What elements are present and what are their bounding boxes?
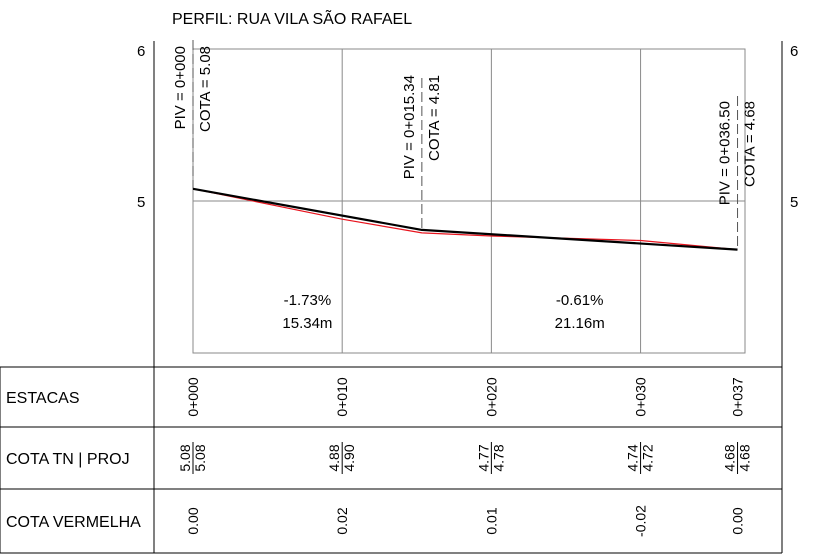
grade-slope-label: -1.73% (284, 292, 332, 309)
y-tick-5-right: 5 (790, 194, 798, 211)
estaca-value: 0+020 (483, 377, 499, 417)
row-label-cota-tn-proj: COTA TN | PROJ (6, 451, 130, 468)
cota-vermelha-value: 0.02 (334, 507, 350, 534)
y-tick-6-left: 6 (137, 43, 145, 60)
cota-tn-value: 4.88 (326, 444, 342, 471)
estaca-value: 0+037 (730, 377, 746, 417)
y-tick-6-right: 6 (790, 43, 798, 60)
cota-tn-value: 5.08 (177, 444, 193, 471)
profile-title: PERFIL: RUA VILA SÃO RAFAEL (172, 8, 412, 28)
plot-grid (192, 48, 746, 354)
profile-lines (192, 187, 738, 251)
piv-cota-label: COTA = 4.68 (742, 101, 759, 187)
piv-cota-label: COTA = 4.81 (426, 75, 443, 161)
cota-vermelha-value: 0.00 (185, 507, 201, 534)
cota-proj-value: 4.90 (341, 444, 357, 471)
piv-station-label: PIV = 0+015.34 (401, 75, 418, 179)
series-terreno (192, 188, 738, 251)
piv-markers: PIV = 0+000 COTA = 5.08 PIV = 0+015.34 COTA… (172, 40, 759, 250)
estaca-value: 0+010 (334, 377, 350, 417)
cota-vermelha-value: 0.01 (483, 507, 499, 534)
piv-station-label: PIV = 0+036.50 (717, 101, 734, 205)
cota-proj-value: 4.78 (490, 444, 506, 471)
piv-station-label: PIV = 0+000 (172, 46, 189, 129)
grade-labels: -1.73% 15.34m -0.61% 21.16m (282, 292, 604, 332)
series-projeto (192, 187, 738, 251)
row-label-cota-vermelha: COTA VERMELHA (6, 514, 141, 531)
grade-length-label: 21.16m (555, 315, 605, 332)
grade-slope-label: -0.61% (556, 292, 604, 309)
cota-tn-value: 4.77 (475, 444, 491, 471)
cota-vermelha-value: -0.02 (633, 505, 649, 537)
cota-tn-value: 4.74 (625, 444, 641, 471)
piv-cota-label: COTA = 5.08 (197, 46, 214, 132)
grade-length-label: 15.34m (282, 315, 332, 332)
estaca-value: 0+030 (633, 377, 649, 417)
frame (0, 41, 783, 554)
estaca-value: 0+000 (185, 377, 201, 417)
y-tick-5-left: 5 (137, 194, 145, 211)
cota-proj-value: 4.68 (737, 444, 753, 471)
cota-proj-value: 5.08 (192, 444, 208, 471)
cota-vermelha-value: 0.00 (730, 507, 746, 534)
station-table: 0+000 5.08 5.08 0.00 0+010 4.88 4.90 0.02 0+020 4… (177, 377, 753, 537)
row-label-estacas: ESTACAS (6, 390, 80, 407)
cota-tn-value: 4.68 (722, 444, 738, 471)
cota-proj-value: 4.72 (640, 444, 656, 471)
